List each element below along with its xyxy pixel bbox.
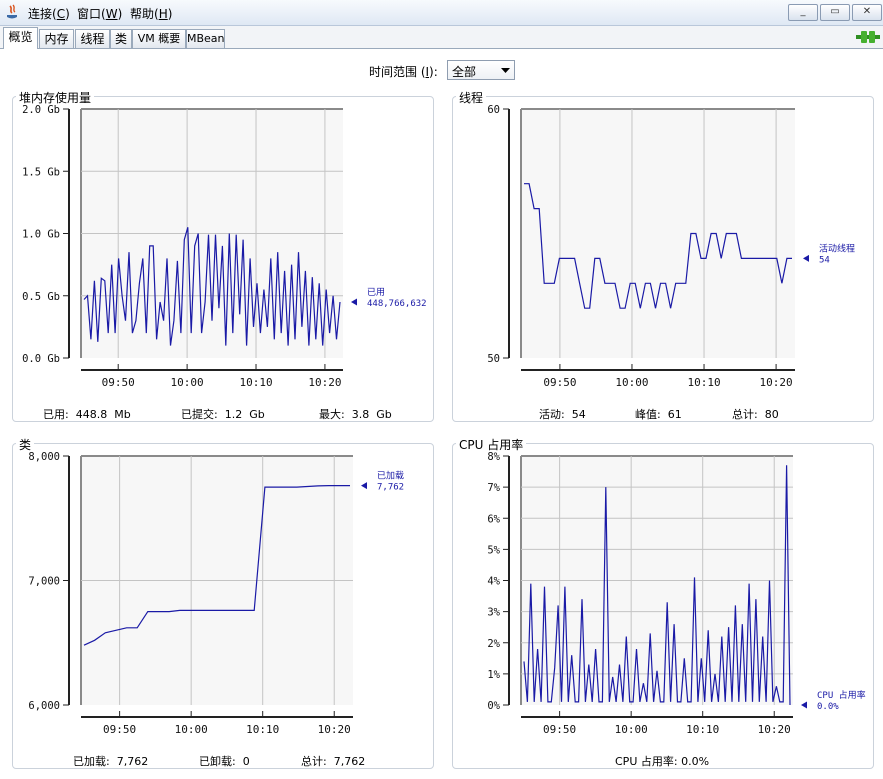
threads-x-tick-label: 09:50 [543,376,576,387]
cpu-value-marker [801,701,807,709]
menu-bar: 连接(C) 窗口(W) 帮助(H) _ ▭ ✕ [0,0,883,26]
cpu-usage-chart: 8% 7% 6% 5% 4% 3% 2% 1% 0% 09:50 10:00 10:10 10:20 CP… [487,451,866,736]
cpu-y-tick-label: 3% [487,607,500,619]
tab-strip: 概览 内存 线程 类 VM 概要 MBean [0,26,883,49]
cpu-y-tick-label: 8% [487,451,500,463]
cpu-series-line [523,465,791,706]
heap-x-tick-label: 10:00 [171,376,204,387]
connection-status-icon [856,31,880,43]
time-range-select[interactable]: 全部 [447,60,515,80]
threads-x-tick-label: 10:00 [615,376,648,387]
classes-panel: 类 8,000 7,000 6,000 09:50 10:00 10:10 10:20 已加载… [12,436,434,769]
classes-value-marker [361,482,367,490]
threads-marker-value: 54 [819,255,830,265]
close-button[interactable]: ✕ [852,4,882,21]
classes-marker-label: 已加载 [377,470,404,482]
cpu-x-tick-label: 10:10 [686,723,719,736]
threads-title: 线程 [456,89,487,106]
classes-total-stat: 总计: 7,762 [301,755,366,768]
classes-y-tick-label: 6,000 [28,700,60,712]
classes-x-tick-label: 10:20 [318,723,351,736]
menu-help[interactable]: 帮助(H) [130,7,173,21]
cpu-usage-stat: CPU 占用率: 0.0% [615,755,710,768]
threads-total-stat: 总计: 80 [732,408,779,421]
tab-vm-summary[interactable]: VM 概要 [132,29,186,48]
classes-x-tick-label: 10:00 [175,723,208,736]
tab-mbeans[interactable]: MBean [186,29,225,48]
heap-y-tick-label: 0.5 Gb [22,291,60,303]
tab-threads[interactable]: 线程 [75,29,110,48]
heap-x-tick-label: 10:20 [308,376,341,387]
threads-x-tick-label: 10:20 [760,376,793,387]
menu-window[interactable]: 窗口(W) [77,7,123,21]
chevron-down-icon [501,68,510,73]
restore-button[interactable]: ▭ [820,4,850,21]
menu-connection[interactable]: 连接(C) [28,7,70,21]
time-range-label: 时间范围 (I): [369,65,438,79]
cpu-x-tick-label: 10:00 [615,723,648,736]
threads-y-tick-label: 60 [487,104,500,116]
threads-live-stat: 活动: 54 [539,408,586,421]
classes-x-tick-label: 09:50 [103,723,136,736]
heap-committed-stat: 已提交: 1.2 Gb [181,408,265,421]
tab-classes[interactable]: 类 [110,29,132,48]
classes-x-tick-label: 10:10 [246,723,279,736]
cpu-marker-label: CPU 占用率 [817,689,866,701]
cpu-marker-value: 0.0% [817,702,839,712]
threads-x-tick-label: 10:10 [687,376,720,387]
classes-loaded-stat: 已加载: 7,762 [73,755,149,768]
heap-y-tick-label: 2.0 Gb [22,104,60,116]
heap-series-line [83,227,341,346]
cpu-y-tick-label: 0% [487,700,500,712]
heap-x-tick-label: 09:50 [102,376,135,387]
cpu-x-tick-label: 10:20 [758,723,791,736]
classes-series-line [83,485,350,646]
time-range-value: 全部 [452,65,477,79]
classes-unloaded-stat: 已卸载: 0 [199,755,250,768]
cpu-y-tick-label: 4% [487,576,500,588]
threads-series-line [524,183,792,309]
threads-panel: 线程 60 50 09:50 10:00 10:10 10:20 活动线程 54 活动: 54… [452,89,874,422]
heap-value-marker [351,298,357,306]
tab-memory[interactable]: 内存 [39,29,74,48]
heap-y-tick-label: 1.5 Gb [22,166,60,178]
classes-chart: 8,000 7,000 6,000 09:50 10:00 10:10 10:20 已加载7,… [28,451,404,736]
heap-marker-value: 448,766,632 [367,299,427,309]
heap-y-tick-label: 1.0 Gb [22,229,60,241]
heap-memory-title: 堆内存使用量 [16,89,95,106]
classes-marker-value: 7,762 [377,483,404,493]
heap-y-tick-label: 0.0 Gb [22,353,60,365]
cpu-y-tick-label: 7% [487,482,500,494]
cpu-usage-title: CPU 占用率 [456,436,527,453]
cpu-x-tick-label: 09:50 [543,723,576,736]
heap-memory-chart: 2.0 Gb 1.5 Gb 1.0 Gb 0.5 Gb 0.0 Gb 09:50 10:00… [22,104,427,387]
minimize-button[interactable]: _ [788,4,818,21]
threads-marker-label: 活动线程 [819,242,855,254]
threads-peak-stat: 峰值: 61 [635,408,682,421]
classes-y-tick-label: 8,000 [28,451,60,463]
cpu-y-tick-label: 6% [487,513,500,525]
classes-y-tick-label: 7,000 [28,576,60,588]
threads-plot-area [521,109,795,358]
threads-y-tick-label: 50 [487,353,500,365]
cpu-y-tick-label: 5% [487,544,500,556]
heap-x-tick-label: 10:10 [239,376,272,387]
cpu-y-tick-label: 2% [487,638,500,650]
java-icon [7,4,17,19]
cpu-usage-panel: CPU 占用率 8% 7% 6% 5% 4% 3% 2% 1% 0% 09:50 10:00 10:1… [452,436,874,769]
heap-max-stat: 最大: 3.8 Gb [319,408,392,421]
heap-memory-panel: 堆内存使用量 2.0 Gb 1.5 Gb 1.0 Gb 0.5 Gb 0.0 Gb 09:… [12,89,434,422]
tab-overview[interactable]: 概览 [3,27,38,49]
threads-value-marker [803,254,809,262]
cpu-y-tick-label: 1% [487,669,500,681]
classes-title: 类 [16,436,35,453]
heap-marker-label: 已用 [367,287,385,298]
heap-used-stat: 已用: 448.8 Mb [43,408,131,421]
